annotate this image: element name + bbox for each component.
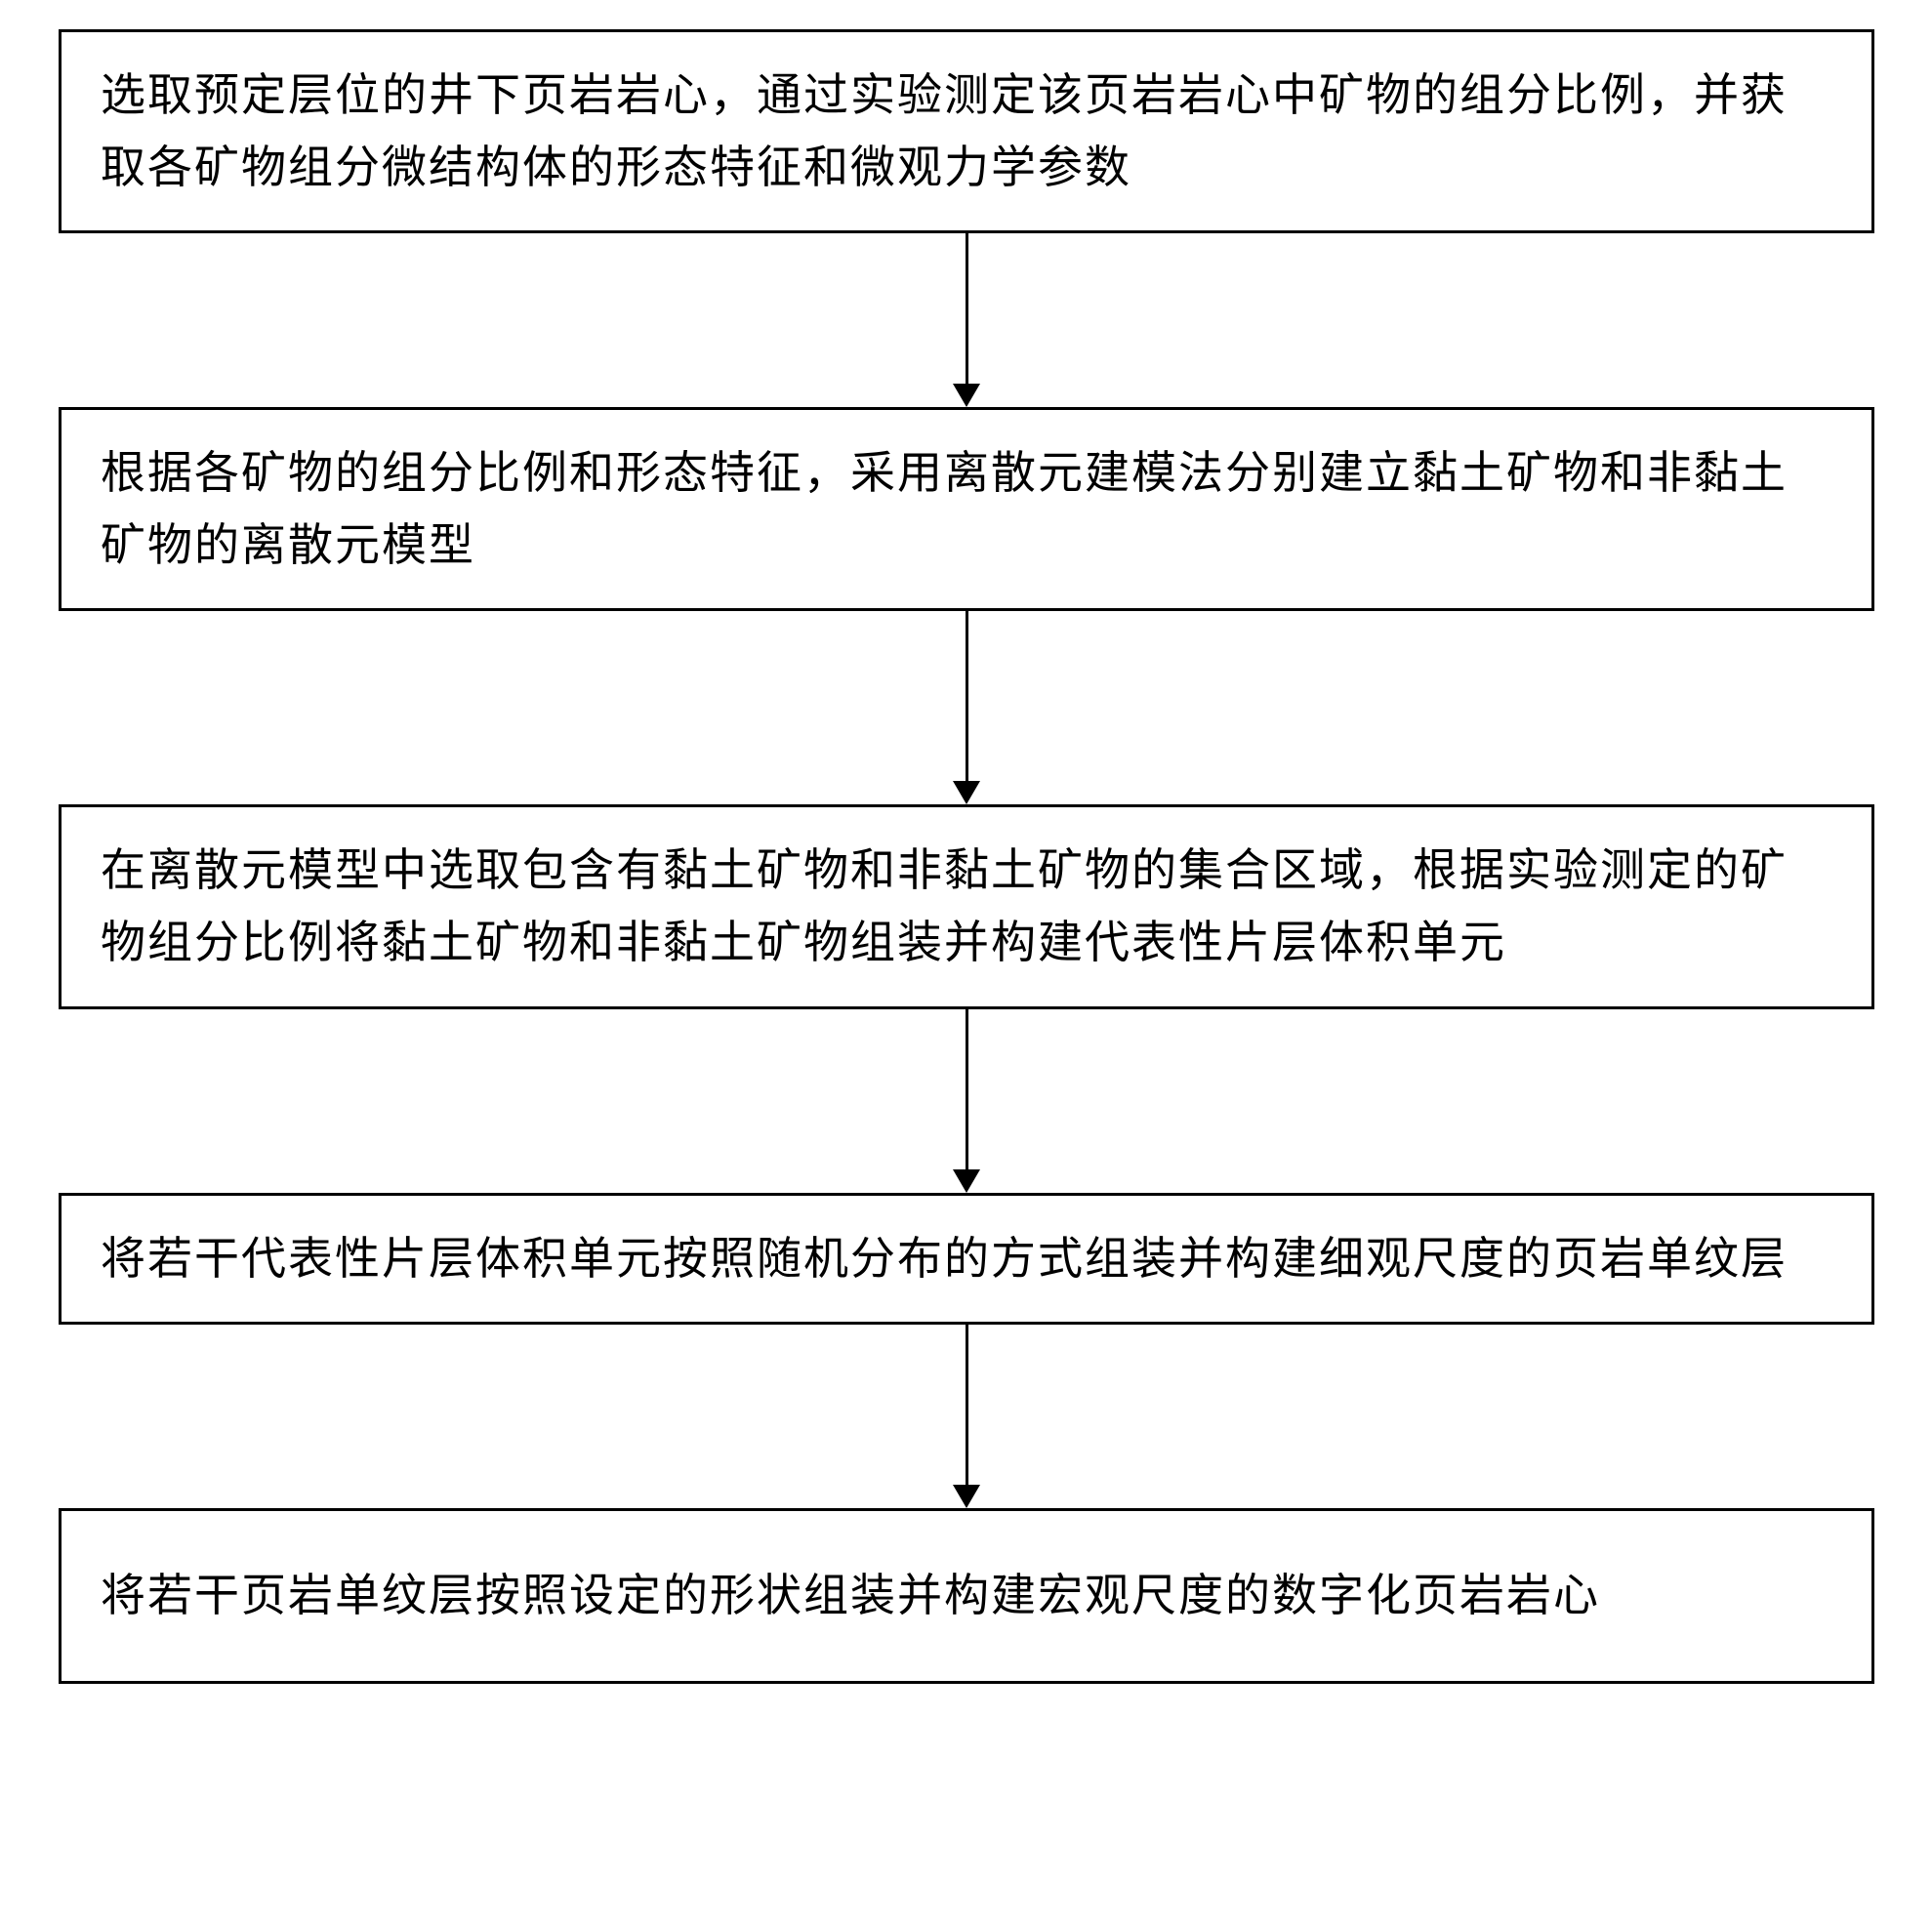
flowchart-box-step1: 选取预定层位的井下页岩岩心，通过实验测定该页岩岩心中矿物的组分比例，并获取各矿物…	[59, 29, 1874, 233]
flowchart-box-step4: 将若干代表性片层体积单元按照随机分布的方式组装并构建细观尺度的页岩单纹层	[59, 1193, 1874, 1326]
arrow-icon	[953, 1009, 980, 1193]
flowchart-box-step5: 将若干页岩单纹层按照设定的形状组装并构建宏观尺度的数字化页岩岩心	[59, 1508, 1874, 1684]
flowchart-box-step3: 在离散元模型中选取包含有黏土矿物和非黏土矿物的集合区域，根据实验测定的矿物组分比…	[59, 804, 1874, 1008]
flowchart-arrow-2	[59, 611, 1874, 804]
box-text: 选取预定层位的井下页岩岩心，通过实验测定该页岩岩心中矿物的组分比例，并获取各矿物…	[101, 70, 1788, 192]
box-text: 将若干页岩单纹层按照设定的形状组装并构建宏观尺度的数字化页岩岩心	[101, 1571, 1600, 1620]
box-text: 在离散元模型中选取包含有黏土矿物和非黏土矿物的集合区域，根据实验测定的矿物组分比…	[101, 845, 1788, 967]
box-text: 根据各矿物的组分比例和形态特征，采用离散元建模法分别建立黏土矿物和非黏土矿物的离…	[101, 448, 1788, 570]
arrow-icon	[953, 1325, 980, 1508]
flowchart-container: 选取预定层位的井下页岩岩心，通过实验测定该页岩岩心中矿物的组分比例，并获取各矿物…	[59, 29, 1874, 1684]
arrow-icon	[953, 233, 980, 407]
flowchart-box-step2: 根据各矿物的组分比例和形态特征，采用离散元建模法分别建立黏土矿物和非黏土矿物的离…	[59, 407, 1874, 611]
flowchart-arrow-1	[59, 233, 1874, 407]
arrow-icon	[953, 611, 980, 804]
flowchart-arrow-4	[59, 1325, 1874, 1508]
flowchart-arrow-3	[59, 1009, 1874, 1193]
box-text: 将若干代表性片层体积单元按照随机分布的方式组装并构建细观尺度的页岩单纹层	[101, 1234, 1788, 1284]
